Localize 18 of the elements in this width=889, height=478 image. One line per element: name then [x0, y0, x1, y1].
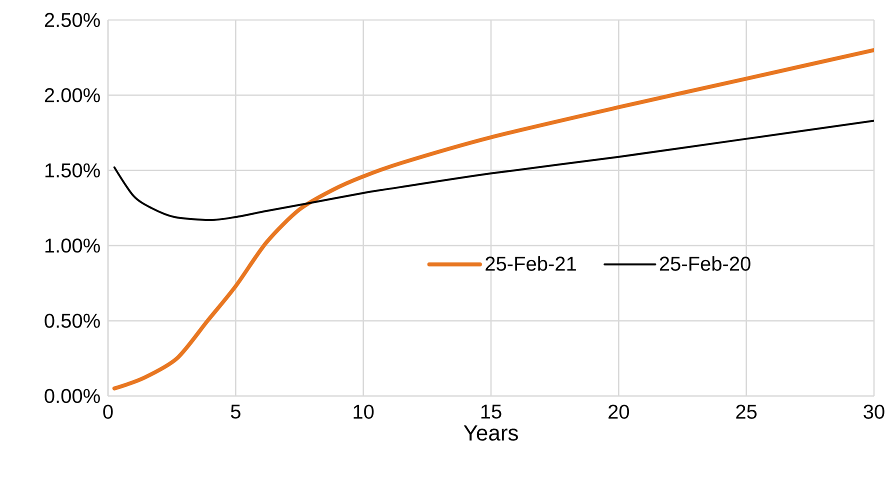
legend-label: 25-Feb-20	[660, 256, 750, 271]
x-tick-label: 0	[103, 404, 113, 419]
line-series	[113, 120, 874, 222]
x-tick-label: 15	[481, 404, 502, 419]
x-tick-label: 30	[864, 404, 884, 419]
x-tick-label: 5	[230, 404, 240, 419]
line-series	[112, 48, 874, 390]
y-tick-label: 1.00%	[45, 238, 100, 253]
legend-label: 25-Feb-21	[486, 256, 576, 271]
y-tick-label: 1.50%	[45, 163, 100, 178]
x-tick-label: 10	[354, 404, 374, 419]
y-tick-label: 2.50%	[44, 12, 100, 28]
x-axis-title: Years	[464, 425, 518, 441]
y-tick-label: 2.00%	[44, 88, 100, 102]
y-tick-label: 0.00%	[44, 388, 100, 404]
x-tick-label: 25	[736, 404, 757, 419]
y-tick-label: 0.50%	[44, 314, 100, 328]
x-tick-label: 20	[608, 404, 629, 419]
